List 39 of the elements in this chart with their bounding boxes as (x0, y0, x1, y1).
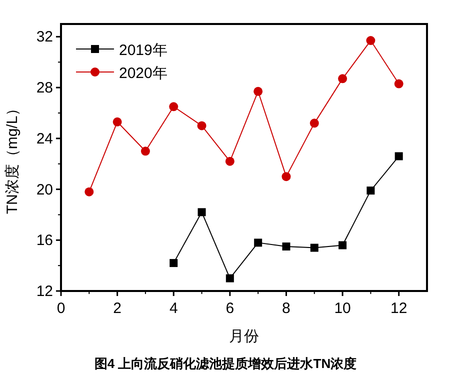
point (170, 259, 178, 268)
point (225, 156, 234, 166)
x-tick-label: 0 (56, 300, 66, 317)
x-tick-label: 4 (169, 300, 178, 317)
legend-label: 2019年 (119, 42, 168, 59)
x-tick-label: 2 (113, 300, 122, 317)
point (112, 117, 122, 126)
point (226, 274, 234, 282)
text: 图4 上向流反硝化滤池提质增效后进水TN浓度 (94, 356, 357, 371)
x-tick-label: 12 (390, 300, 408, 317)
point (140, 146, 150, 156)
point (84, 187, 94, 196)
point (366, 186, 375, 195)
point (394, 152, 403, 160)
point (254, 238, 262, 247)
x-tick-label: 6 (226, 300, 234, 317)
point (282, 172, 291, 182)
point (310, 244, 318, 252)
point (169, 102, 178, 112)
point (338, 241, 347, 250)
y-tick-label: 12 (36, 283, 53, 300)
point (394, 79, 404, 88)
x-tick-label: 10 (334, 300, 351, 317)
point (310, 118, 319, 128)
y-tick-label: 28 (36, 80, 53, 97)
y-tick-label: 24 (36, 130, 53, 148)
x-axis-title: 月份 (229, 328, 259, 345)
legend-label: 2020年 (119, 65, 168, 82)
point (338, 74, 348, 84)
point (366, 36, 376, 46)
y-tick-label: 16 (36, 232, 53, 250)
point (198, 208, 206, 216)
x-tick-label: 8 (282, 300, 290, 317)
point (254, 86, 263, 96)
y-tick-label: 32 (36, 28, 53, 46)
y-tick-label: 20 (36, 181, 53, 198)
point (197, 121, 206, 130)
y-axis-title: TN浓度（mg/L） (4, 100, 21, 214)
point (282, 242, 290, 250)
